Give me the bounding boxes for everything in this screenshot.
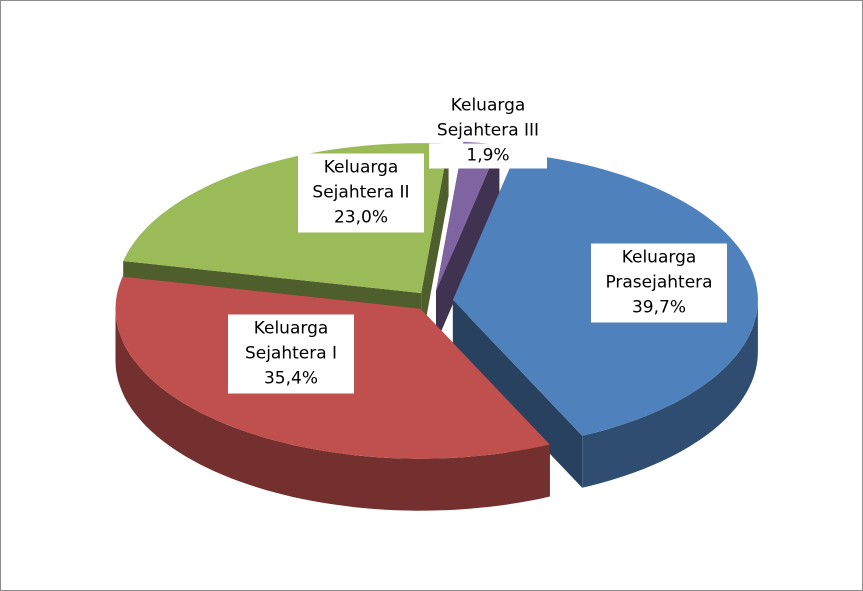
slice-side: [452, 299, 583, 488]
category-label: Keluarga Sejahtera III: [436, 95, 540, 141]
category-label: Keluarga Sejahtera II: [312, 157, 410, 203]
value-label: 39,7%: [631, 297, 686, 318]
slice-side: [421, 143, 449, 346]
data-label: Keluarga Prasejahtera 39,7%: [591, 243, 727, 323]
slice-wall: [582, 299, 758, 488]
data-label: Keluarga Sejahtera I 35,4%: [228, 314, 354, 394]
category-label: Keluarga Prasejahtera: [605, 247, 713, 293]
data-label: Keluarga Sejahtera II 23,0%: [298, 153, 424, 233]
data-label: Keluarga Sejahtera III 1,9%: [425, 92, 551, 171]
slice-wall: [115, 308, 550, 511]
value-label: 35,4%: [263, 368, 318, 389]
value-label: 1,9%: [429, 143, 547, 169]
slice-side: [436, 144, 500, 344]
slice: [436, 141, 500, 292]
value-label: 23,0%: [333, 207, 388, 228]
category-label: Keluarga Sejahtera I: [244, 318, 338, 364]
